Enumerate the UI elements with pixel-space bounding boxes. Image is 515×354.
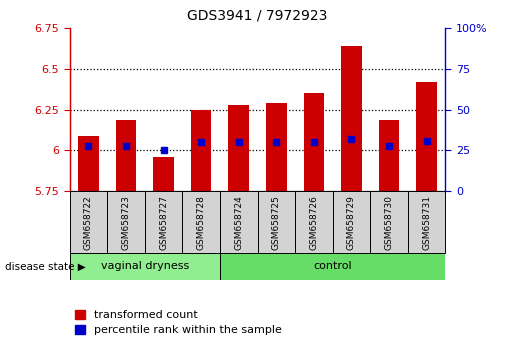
FancyBboxPatch shape [333, 191, 370, 253]
Legend: transformed count, percentile rank within the sample: transformed count, percentile rank withi… [75, 310, 282, 335]
Text: GSM658725: GSM658725 [272, 195, 281, 250]
Bar [341, 46, 362, 191]
Bar [191, 110, 212, 191]
Text: GSM658727: GSM658727 [159, 195, 168, 250]
Text: GSM658726: GSM658726 [310, 195, 318, 250]
Text: GSM658730: GSM658730 [385, 195, 393, 250]
FancyBboxPatch shape [408, 191, 445, 253]
FancyBboxPatch shape [145, 191, 182, 253]
FancyBboxPatch shape [220, 191, 258, 253]
FancyBboxPatch shape [295, 191, 333, 253]
FancyBboxPatch shape [258, 191, 295, 253]
Bar [379, 120, 400, 191]
Text: disease state ▶: disease state ▶ [5, 261, 86, 272]
Bar [303, 93, 324, 191]
FancyBboxPatch shape [182, 191, 220, 253]
Bar [266, 103, 287, 191]
FancyBboxPatch shape [220, 253, 445, 280]
Text: GSM658731: GSM658731 [422, 195, 431, 250]
Bar [153, 157, 174, 191]
Text: GDS3941 / 7972923: GDS3941 / 7972923 [187, 9, 328, 23]
FancyBboxPatch shape [107, 191, 145, 253]
Text: GSM658729: GSM658729 [347, 195, 356, 250]
Bar [115, 120, 136, 191]
Text: GSM658722: GSM658722 [84, 195, 93, 250]
Text: control: control [313, 261, 352, 272]
FancyBboxPatch shape [70, 191, 107, 253]
Text: GSM658724: GSM658724 [234, 195, 243, 250]
FancyBboxPatch shape [370, 191, 408, 253]
Bar [78, 136, 99, 191]
Bar [228, 105, 249, 191]
Text: GSM658723: GSM658723 [122, 195, 130, 250]
Bar [416, 82, 437, 191]
FancyBboxPatch shape [70, 253, 220, 280]
Text: vaginal dryness: vaginal dryness [100, 261, 189, 272]
Text: GSM658728: GSM658728 [197, 195, 205, 250]
